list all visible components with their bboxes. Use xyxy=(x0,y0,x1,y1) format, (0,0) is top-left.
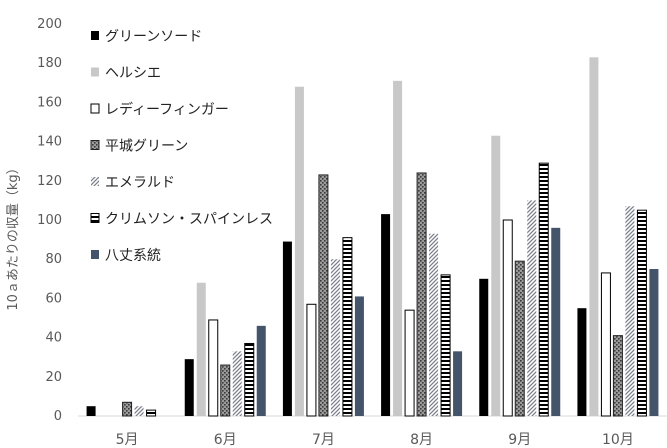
bar xyxy=(440,274,451,417)
bar xyxy=(589,57,599,416)
legend-item: レディーフィンガー xyxy=(90,101,229,118)
legend-label: ヘルシエ xyxy=(105,66,161,82)
bar xyxy=(453,351,463,416)
bar xyxy=(429,233,439,416)
legend-swatch xyxy=(90,140,100,150)
y-tick-label: 180 xyxy=(37,56,62,71)
bar xyxy=(306,303,317,417)
bar xyxy=(538,162,549,417)
bar xyxy=(342,237,353,417)
bar xyxy=(244,342,255,417)
bar xyxy=(318,174,329,417)
bar xyxy=(514,260,525,417)
x-tick-label: 5月 xyxy=(116,432,139,448)
bar xyxy=(502,219,513,417)
bar xyxy=(146,409,157,417)
bar xyxy=(294,86,304,416)
bar xyxy=(122,401,133,417)
bar xyxy=(612,335,623,417)
legend-label: クリムソン・スパインレス xyxy=(105,212,273,228)
bar xyxy=(625,206,635,416)
bar-series xyxy=(86,57,659,417)
y-axis-label: 10ａあたりの収量（kg） xyxy=(6,161,21,310)
legend-swatch xyxy=(90,103,100,114)
bar xyxy=(404,309,415,417)
bar xyxy=(551,227,561,416)
bar xyxy=(527,200,537,416)
bar xyxy=(636,209,647,417)
y-tick-label: 40 xyxy=(45,331,62,346)
bar xyxy=(393,80,403,416)
bar xyxy=(491,135,501,416)
legend-label: レディーフィンガー xyxy=(105,101,229,118)
legend-item: 八丈系統 xyxy=(91,248,161,264)
bar xyxy=(649,269,659,416)
x-tick-label: 8月 xyxy=(410,432,433,448)
legend-item: エメラルド xyxy=(91,175,175,191)
bar xyxy=(416,172,427,417)
x-axis-ticks: 5月 6月 7月 8月 9月 10月 xyxy=(116,432,634,448)
y-axis-ticks: 0 20 40 60 80 100 120 140 160 180 200 xyxy=(37,17,62,424)
y-tick-label: 200 xyxy=(37,17,62,32)
x-tick-label: 9月 xyxy=(508,432,531,448)
bar xyxy=(354,296,364,416)
x-tick-label: 7月 xyxy=(312,432,335,448)
x-tick-label: 6月 xyxy=(214,432,237,448)
y-tick-label: 0 xyxy=(54,409,62,424)
bar xyxy=(479,278,489,416)
bar xyxy=(577,308,587,416)
bar xyxy=(330,259,340,416)
bar xyxy=(232,351,242,416)
y-tick-label: 140 xyxy=(37,135,62,150)
legend-label: 八丈系統 xyxy=(105,248,161,264)
bar xyxy=(196,282,206,416)
bar xyxy=(256,325,266,416)
legend-swatch xyxy=(90,213,100,223)
bar xyxy=(220,364,231,417)
y-tick-label: 120 xyxy=(37,174,62,189)
legend: グリーンソードヘルシエレディーフィンガー平城グリーンエメラルドクリムソン・スパイ… xyxy=(90,29,273,264)
legend-label: 平城グリーン xyxy=(105,139,188,155)
bar xyxy=(600,272,611,417)
legend-label: グリーンソード xyxy=(105,29,202,45)
legend-item: 平城グリーン xyxy=(90,139,188,155)
legend-item: グリーンソード xyxy=(91,29,202,45)
legend-item: ヘルシエ xyxy=(91,66,161,82)
bar xyxy=(381,214,391,416)
bar xyxy=(208,319,219,417)
bar xyxy=(86,406,96,416)
bar xyxy=(134,406,144,416)
legend-label: エメラルド xyxy=(105,175,175,191)
y-tick-label: 80 xyxy=(45,252,62,267)
legend-swatch xyxy=(91,31,99,40)
legend-item: クリムソン・スパインレス xyxy=(90,212,273,228)
y-tick-label: 160 xyxy=(37,95,62,110)
y-tick-label: 60 xyxy=(45,291,62,306)
x-tick-label: 10月 xyxy=(602,432,634,448)
y-tick-label: 20 xyxy=(45,370,62,385)
legend-swatch xyxy=(91,250,99,259)
bar xyxy=(184,359,194,416)
legend-swatch xyxy=(91,177,99,186)
y-tick-label: 100 xyxy=(37,213,62,228)
bar xyxy=(282,241,292,416)
legend-swatch xyxy=(91,67,99,77)
